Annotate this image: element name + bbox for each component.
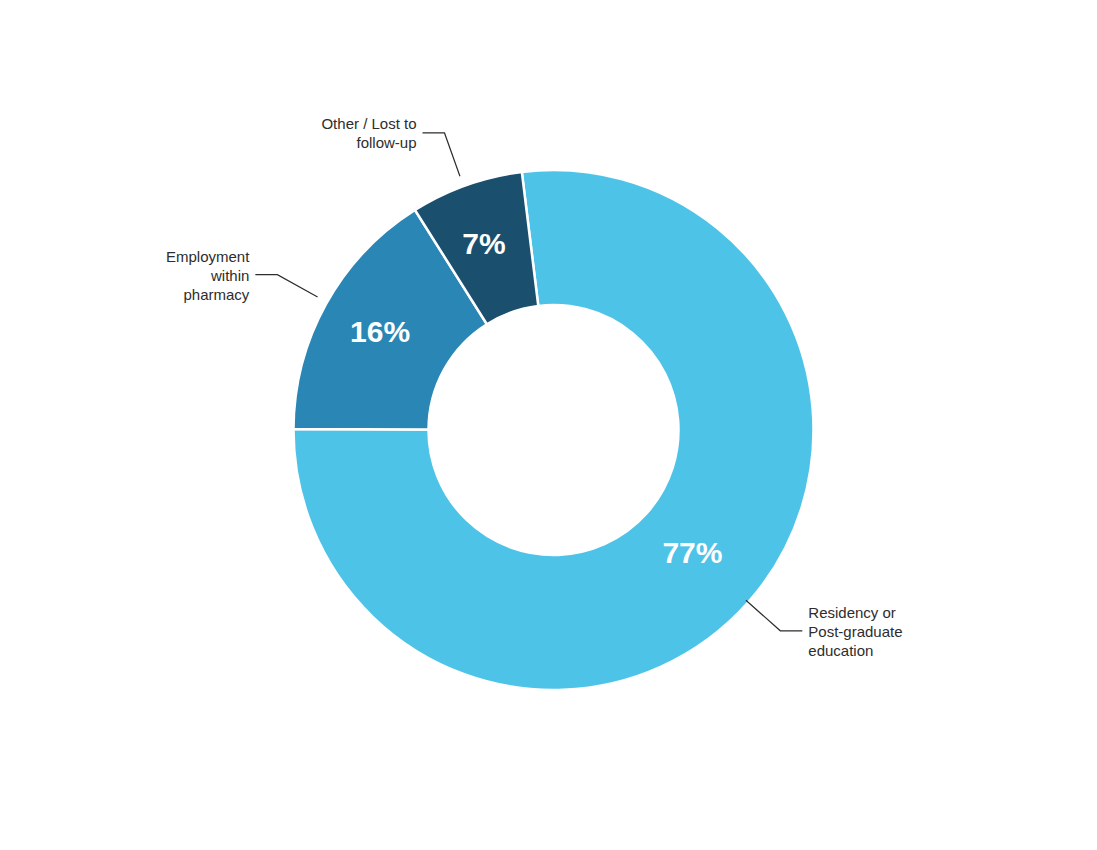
svg-text:77%: 77%: [662, 536, 722, 569]
svg-text:Employmentwithinpharmacy: Employmentwithinpharmacy: [166, 247, 250, 302]
svg-text:Other / Lost tofollow-up: Other / Lost tofollow-up: [321, 115, 416, 151]
svg-text:Residency orPost-graduateeduca: Residency orPost-graduateeducation: [808, 603, 902, 658]
svg-text:16%: 16%: [350, 315, 410, 348]
svg-text:7%: 7%: [462, 227, 505, 260]
